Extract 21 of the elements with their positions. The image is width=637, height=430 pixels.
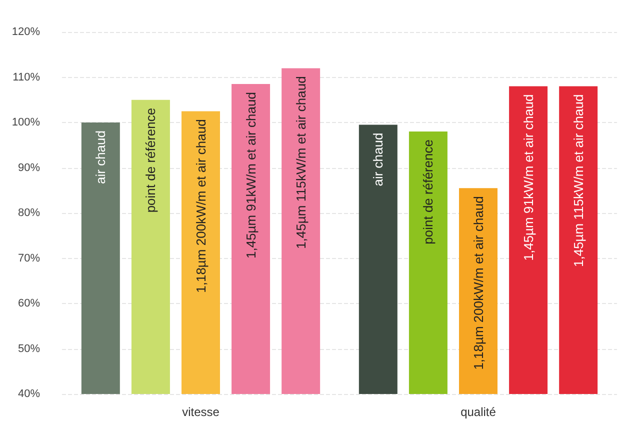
x-tick-label: vitesse: [182, 405, 220, 419]
y-tick-label: 90%: [18, 162, 40, 174]
series-label: 1,45µm 115kW/m et air chaud: [293, 76, 308, 249]
y-tick-label: 110%: [12, 71, 40, 84]
y-tick-label: 50%: [18, 342, 40, 355]
y-tick-label: 100%: [12, 116, 40, 128]
y-tick-label: 70%: [18, 252, 40, 264]
y-tick-label: 60%: [18, 298, 40, 310]
text: 1,18µm 200kW/m et air chaud: [470, 196, 486, 370]
series-label: 1,45µm 91kW/m et air chaud: [243, 92, 258, 258]
series-label: point de référence: [143, 108, 158, 213]
text: air chaud: [93, 130, 108, 184]
series-label: 1,18µm 200kW/m et air chaud: [193, 119, 208, 293]
text: 1,45µm 115kW/m et air chaud: [570, 94, 586, 268]
x-tick-label: qualité: [460, 405, 496, 419]
y-tick-label: 80%: [18, 207, 40, 219]
text: point de référence: [420, 140, 436, 244]
text: 1,45µm 91kW/m et air chaud: [520, 94, 536, 261]
series-label: air chaud: [370, 132, 386, 186]
y-tick-label: 120%: [12, 26, 40, 38]
y-tick-label: 40%: [18, 388, 40, 400]
